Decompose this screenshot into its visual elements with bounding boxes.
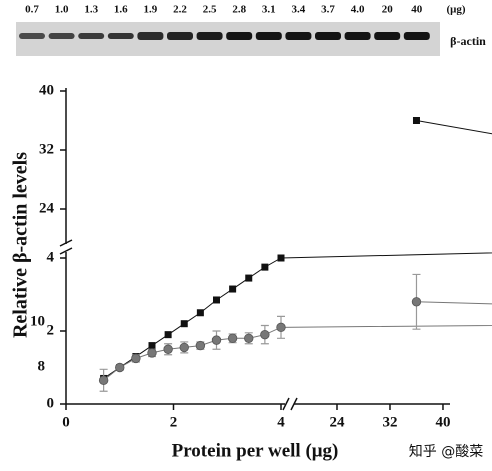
series-line xyxy=(103,301,492,381)
blot-band xyxy=(78,33,105,39)
lane-label: 1.9 xyxy=(144,4,158,16)
lane-label: 20 xyxy=(382,4,394,16)
marker xyxy=(179,342,189,353)
lane-label: 1.6 xyxy=(114,4,128,16)
blot-band xyxy=(137,32,164,40)
y-axis-title: Relative β-actin levels xyxy=(10,152,32,338)
x-tick-label: 32 xyxy=(382,414,397,430)
watermark: 知乎 @酸菜 xyxy=(409,443,483,460)
blot-band xyxy=(344,32,371,40)
x-tick-label: 2 xyxy=(170,414,178,430)
marker xyxy=(260,329,270,340)
blot-band xyxy=(226,32,253,40)
marker xyxy=(164,331,172,339)
marker xyxy=(211,335,222,345)
marker xyxy=(411,297,422,307)
marker xyxy=(148,342,156,350)
blot-band xyxy=(374,32,401,40)
marker xyxy=(229,285,237,293)
blot-band xyxy=(285,32,312,40)
axes xyxy=(59,88,450,411)
y-tick-label: 24 xyxy=(39,200,55,216)
marker xyxy=(98,375,109,385)
y-tick-label: 40 xyxy=(39,82,54,98)
marker xyxy=(276,322,286,333)
x-tick-label: 24 xyxy=(329,414,345,430)
lane-label: 40 xyxy=(411,4,423,16)
lane-label: 2.5 xyxy=(203,4,217,16)
lane-label: 2.2 xyxy=(173,4,187,16)
marker xyxy=(244,333,254,344)
blot-band xyxy=(403,32,430,40)
marker xyxy=(195,340,206,351)
y-tick-label: 2 xyxy=(47,322,55,338)
blot-band xyxy=(196,32,223,40)
marker xyxy=(412,117,420,124)
x-tick-label: 0 xyxy=(62,414,70,430)
blot-unit: (μg) xyxy=(446,4,465,16)
lane-label: 3.1 xyxy=(262,4,276,16)
series-line xyxy=(103,120,492,379)
marker xyxy=(261,263,269,271)
x-tick-label: 4 xyxy=(277,414,285,430)
blot-band xyxy=(167,32,193,40)
x-axis-title: Protein per well (μg) xyxy=(172,440,339,461)
y-tick-label: 32 xyxy=(39,141,54,157)
marker xyxy=(277,254,285,262)
lane-label: 4.0 xyxy=(351,4,365,16)
lane-label: 3.7 xyxy=(321,4,335,16)
marker xyxy=(227,333,238,344)
lane-label: 1.3 xyxy=(84,4,98,16)
stray-label: 8 xyxy=(38,358,46,374)
marker xyxy=(180,320,188,328)
marker xyxy=(213,296,220,304)
blot-band xyxy=(107,33,134,39)
lane-label: 1.0 xyxy=(55,4,69,16)
blot-label: β-actin xyxy=(450,34,486,48)
marker xyxy=(147,348,157,358)
marker xyxy=(196,309,204,317)
lane-label: 0.7 xyxy=(25,4,39,16)
marker xyxy=(131,353,141,364)
marker xyxy=(163,344,173,354)
x-tick-label: 40 xyxy=(435,414,450,430)
blot-band xyxy=(315,32,341,40)
blot-band xyxy=(255,32,282,40)
blot-band xyxy=(19,33,45,39)
y-tick-label: 0 xyxy=(47,395,55,411)
lane-label: 3.4 xyxy=(292,4,306,16)
stray-label: 10 xyxy=(30,313,45,329)
marker xyxy=(245,274,253,282)
blot-band xyxy=(48,33,75,39)
lane-label: 2.8 xyxy=(232,4,246,16)
y-tick-label: 4 xyxy=(47,249,55,265)
marker xyxy=(115,362,125,373)
